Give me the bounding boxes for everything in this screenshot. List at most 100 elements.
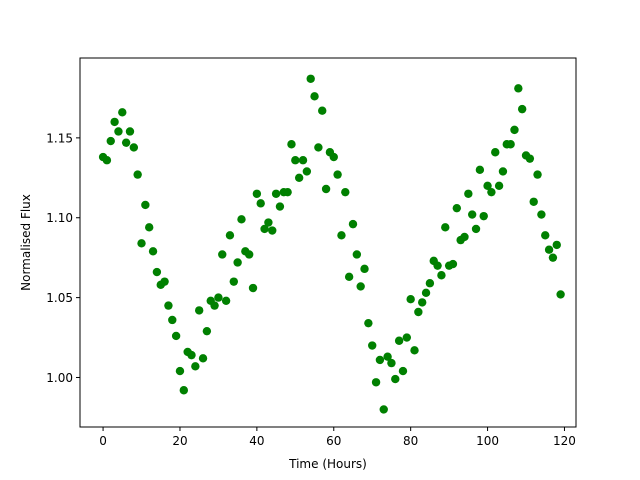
data-point — [344, 272, 354, 282]
data-point — [375, 355, 385, 365]
data-point — [244, 250, 254, 259]
data-point — [137, 239, 146, 248]
y-tick-label: 1.05 — [46, 291, 73, 305]
data-point — [360, 264, 369, 274]
data-point — [329, 152, 338, 162]
data-point — [225, 231, 235, 240]
data-point — [341, 187, 350, 197]
data-point — [414, 307, 423, 317]
data-point — [379, 405, 388, 414]
data-point — [283, 187, 292, 197]
data-point — [471, 224, 481, 234]
data-point — [552, 240, 561, 250]
data-point — [306, 74, 315, 83]
x-axis-label: Time (Hours) — [288, 457, 367, 471]
data-point — [556, 290, 565, 299]
data-point — [402, 333, 412, 342]
data-point — [510, 125, 519, 135]
data-point — [194, 306, 204, 315]
data-point — [544, 245, 554, 254]
data-point — [433, 261, 442, 270]
data-point — [517, 104, 527, 114]
data-point — [221, 296, 231, 306]
data-point — [368, 341, 377, 350]
data-point — [133, 170, 142, 179]
data-point — [537, 210, 546, 219]
data-point — [364, 318, 373, 328]
data-point — [494, 181, 504, 190]
data-point — [268, 226, 277, 235]
data-point — [129, 143, 139, 152]
data-point — [506, 140, 515, 149]
y-tick-label: 1.10 — [46, 211, 73, 225]
data-point — [175, 366, 185, 376]
data-point — [110, 117, 119, 127]
data-point — [356, 282, 365, 291]
y-axis-label: Normalised Flux — [19, 194, 33, 291]
data-point — [491, 148, 500, 157]
data-point — [291, 156, 300, 165]
data-point — [179, 386, 189, 395]
data-point — [406, 295, 415, 304]
data-point — [479, 211, 488, 221]
data-point — [118, 108, 127, 117]
data-point — [467, 210, 477, 219]
data-point — [391, 374, 400, 384]
data-point — [198, 354, 208, 363]
data-point — [229, 277, 238, 286]
x-tick-label: 120 — [553, 434, 576, 448]
data-point — [398, 366, 408, 376]
data-point — [333, 170, 342, 179]
data-point — [529, 197, 538, 206]
data-point — [383, 352, 392, 361]
data-point — [525, 154, 535, 163]
data-point — [541, 231, 550, 240]
data-point — [483, 181, 492, 190]
data-point — [171, 331, 181, 341]
data-point — [371, 378, 381, 387]
data-point — [264, 218, 273, 227]
x-tick-label: 20 — [172, 434, 187, 448]
data-point — [233, 258, 242, 267]
data-point — [418, 298, 427, 307]
data-point — [460, 232, 469, 242]
data-points — [98, 74, 565, 414]
data-point — [352, 250, 362, 259]
data-point — [102, 156, 112, 165]
data-point — [321, 184, 331, 194]
data-point — [210, 301, 219, 310]
data-point — [106, 136, 115, 146]
data-point — [114, 127, 123, 136]
data-point — [275, 202, 285, 211]
x-tick-label: 60 — [326, 434, 341, 448]
data-point — [464, 189, 473, 198]
data-point — [487, 187, 496, 197]
data-point — [314, 143, 323, 152]
data-point — [164, 301, 173, 310]
data-point — [260, 224, 269, 234]
data-point — [237, 215, 246, 224]
data-point — [302, 167, 312, 176]
data-point — [410, 346, 419, 355]
x-tick-label: 0 — [99, 434, 107, 448]
data-point — [191, 362, 200, 371]
data-point — [294, 173, 304, 183]
data-point — [337, 231, 346, 240]
data-point — [145, 223, 154, 232]
x-tick-label: 80 — [403, 434, 418, 448]
data-point — [218, 250, 227, 259]
data-point — [125, 127, 135, 136]
data-point — [437, 271, 446, 280]
y-tick-label: 1.15 — [46, 131, 73, 145]
y-axis-ticks: 1.00 1.05 1.10 1.15 — [46, 131, 80, 385]
data-point — [152, 267, 162, 277]
data-point — [168, 315, 177, 325]
data-point — [498, 167, 508, 176]
data-point — [310, 92, 319, 101]
data-point — [287, 140, 296, 149]
data-point — [160, 277, 169, 286]
data-point — [533, 170, 542, 179]
data-point — [441, 223, 450, 232]
